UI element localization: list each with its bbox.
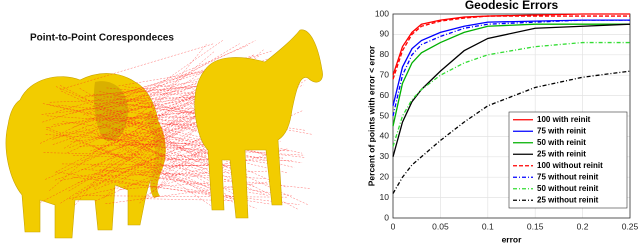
y-tick-label: 100 [375,8,389,18]
chart: 0 10 20 30 40 50 60 70 80 90 100 0 0.05 0.1 0.15 0.2 0.2… [366,0,638,244]
x-tick-label: 0 [391,221,396,231]
x-tick-label: 0.05 [432,221,449,231]
legend-label: 25 with reinit [537,149,586,158]
legend-label: 50 with reinit [537,138,586,147]
x-tick-label: 0.25 [622,221,639,231]
y-tick-label: 90 [380,29,390,39]
horse [195,30,323,218]
x-tick-label: 0.1 [482,221,494,231]
x-axis-label: error [502,234,523,244]
y-axis-label: Percent of points with error < error [366,45,376,186]
left-title: Point-to-Point Corespondeces [30,33,174,44]
legend-label: 100 without reinit [537,161,603,170]
y-tick-label: 50 [380,110,390,120]
y-tick-label: 40 [380,131,390,141]
legend-label: 75 without reinit [537,172,599,181]
legend-label: 75 with reinit [537,126,586,135]
legend-label: 25 without reinit [537,195,599,204]
correspondence-line [146,199,247,201]
legend-label: 50 without reinit [537,184,599,193]
correspondence-line [85,196,288,197]
shape-panel: Point-to-Point Corespondeces [6,30,323,238]
legend-label: 100 with reinit [537,115,591,124]
y-tick-label: 30 [380,151,390,161]
y-tick-label: 10 [380,192,390,202]
y-tick-label: 60 [380,90,390,100]
y-tick-label: 70 [380,69,390,79]
y-tick-label: 20 [380,171,390,181]
y-tick-label: 80 [380,49,390,59]
x-tick-label: 0.15 [527,221,544,231]
y-tick-label: 0 [384,212,389,222]
chart-title: Geodesic Errors [465,0,559,12]
x-tick-label: 0.2 [577,221,589,231]
